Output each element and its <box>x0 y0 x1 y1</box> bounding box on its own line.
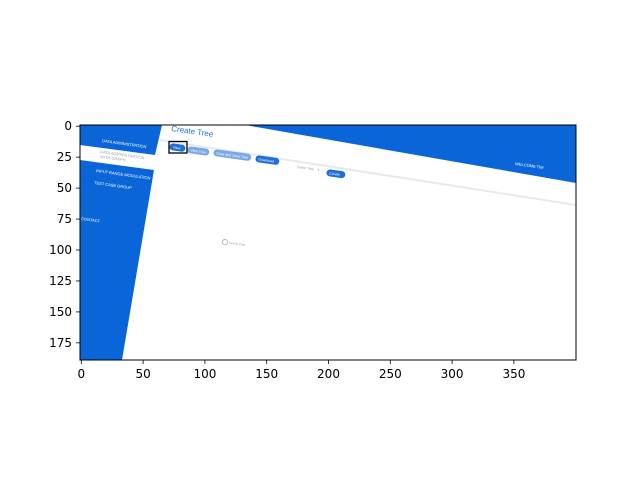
welcome-text: WELCOME TIM <box>515 161 544 170</box>
chevron-down-icon: ▾ <box>317 168 320 172</box>
sidebar-lower <box>80 160 154 360</box>
y-tick-label: 100 <box>49 243 72 257</box>
axes-frame <box>79 124 577 361</box>
sidebar-item-data-administration[interactable]: DATA ADMINISTRATION <box>102 138 147 149</box>
x-tick-label: 100 <box>193 367 216 381</box>
view-tree-button[interactable]: View Tree <box>187 146 210 156</box>
x-tick-label: 350 <box>502 367 525 381</box>
x-tick-label: 150 <box>255 367 278 381</box>
copy-save-tree-button[interactable]: Copy and Save Tree <box>213 149 252 161</box>
sidebar-item-contact[interactable]: CONTACT <box>81 216 101 224</box>
select-tree-label: Select Tree <box>296 165 314 171</box>
header-divider <box>159 139 576 206</box>
y-tick-label: 175 <box>49 336 72 350</box>
download-button[interactable]: Download <box>255 155 280 165</box>
new-button-label: New <box>173 146 181 151</box>
header-bar-fill <box>245 125 576 183</box>
target-highlight-box <box>168 140 188 154</box>
copy-save-tree-button-label: Copy and Save Tree <box>216 151 248 159</box>
y-tick-label: 150 <box>49 305 72 319</box>
sidebar <box>80 125 162 155</box>
y-tick-label: 50 <box>57 181 72 195</box>
sidebar-item-test-case-group[interactable]: TEST CASE GROUP <box>94 180 133 190</box>
loading-text: Saving Data <box>229 241 246 247</box>
spinner-icon <box>222 239 228 245</box>
loading-indicator: Saving Data <box>222 239 246 247</box>
x-axis: 0 50 100 150 200 250 300 350 <box>77 360 525 381</box>
create-button-label: Create <box>329 171 340 176</box>
y-tick-label: 75 <box>57 212 72 226</box>
y-tick-label: 25 <box>57 150 72 164</box>
x-tick-label: 0 <box>77 367 85 381</box>
x-tick-label: 300 <box>441 367 464 381</box>
create-button[interactable]: Create <box>326 169 346 179</box>
select-tree-dropdown[interactable]: Select Tree ▾ <box>296 165 319 172</box>
sidebar-item-with-graph: WITH GRAPH <box>100 154 126 163</box>
x-tick-label: 50 <box>135 367 150 381</box>
sidebar-item-data-administration-graph[interactable]: DATA ADMINISTRATION <box>100 149 145 160</box>
x-tick-label: 250 <box>379 367 402 381</box>
view-tree-button-label: View Tree <box>190 148 206 154</box>
y-tick-label: 125 <box>49 274 72 288</box>
download-button-label: Download <box>258 157 274 163</box>
y-axis: 0 25 50 75 100 125 150 175 <box>49 119 80 350</box>
ui-screenshot-content: DATA ADMINISTRATION DATA ADMINISTRATION … <box>80 125 576 360</box>
y-tick-label: 0 <box>64 119 72 133</box>
new-button[interactable]: New <box>169 143 186 152</box>
x-tick-label: 200 <box>317 367 340 381</box>
